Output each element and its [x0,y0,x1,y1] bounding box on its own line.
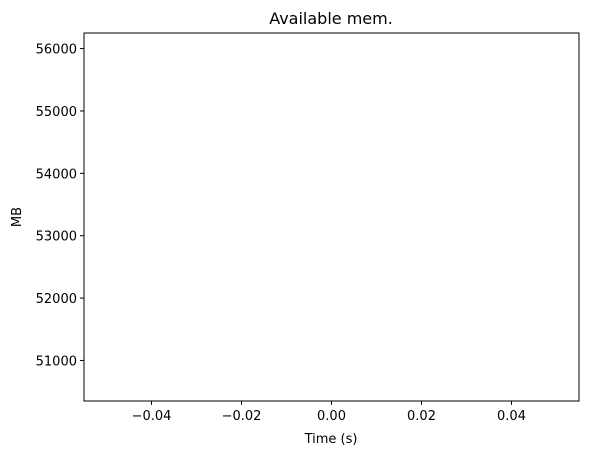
y-tick-label: 52000 [36,292,77,307]
x-axis: −0.04 −0.02 0.00 0.02 0.04 [132,401,526,424]
x-tick-label: 0.04 [497,409,526,424]
x-tick-label: 0.02 [407,409,436,424]
x-tick-label: −0.02 [222,409,262,424]
y-tick-label: 53000 [36,230,77,245]
chart-title: Available mem. [269,9,393,28]
y-tick-label: 54000 [36,167,77,182]
y-tick-label: 56000 [36,43,77,58]
y-axis: 51000 52000 53000 54000 55000 56000 [36,43,84,369]
y-tick-label: 55000 [36,105,77,120]
x-tick-label: 0.00 [317,409,346,424]
y-tick-label: 51000 [36,354,77,369]
x-tick-label: −0.04 [132,409,172,424]
y-axis-label: MB [10,207,25,227]
x-axis-label: Time (s) [304,432,358,447]
